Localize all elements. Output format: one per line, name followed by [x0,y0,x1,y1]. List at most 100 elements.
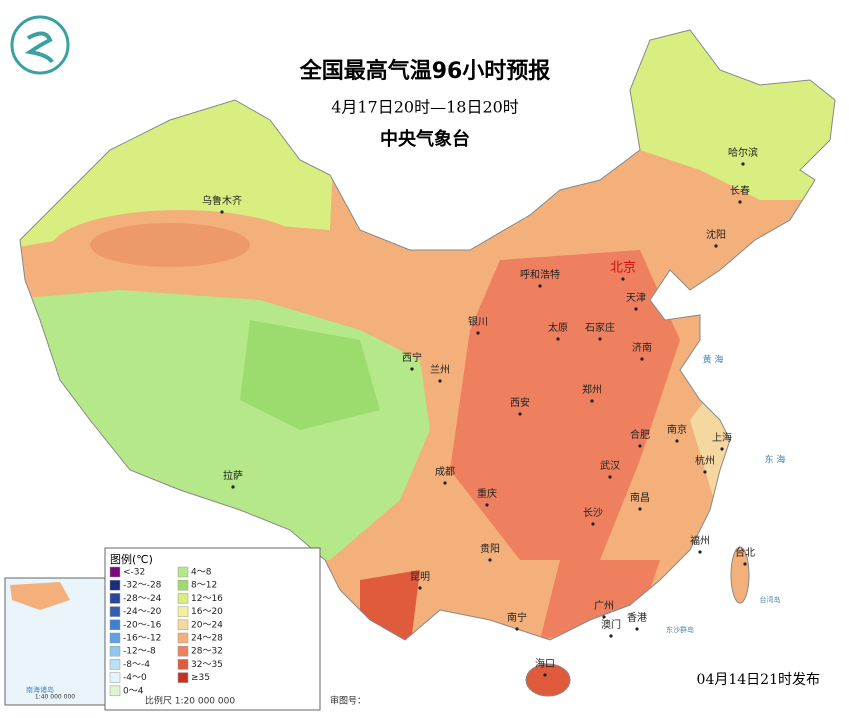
legend-label: 8～12 [191,581,217,591]
city-label: 海口 [535,657,555,670]
city-label: 南宁 [507,611,527,624]
taiwan [730,546,750,604]
city-label: 北京 [610,261,636,276]
sea-label: 台湾岛 [760,595,781,604]
legend-swatch [177,606,189,617]
city-label: 合肥 [630,428,650,441]
legend-label: 16～20 [191,607,223,617]
legend-swatch [109,606,121,617]
city-label: 西宁 [402,351,422,364]
legend-label: 24～28 [191,634,223,644]
legend-swatch [177,645,189,657]
legend-swatch [109,632,121,644]
subtitle: 4月17日20时—18日20时 [331,98,519,117]
city-label: 长沙 [583,507,603,519]
city-dot [518,412,522,416]
city-label: 澳门 [601,618,621,631]
city-label: 乌鲁木齐 [202,194,242,207]
legend-swatch [109,566,121,578]
sea-label: 东 海 [765,454,786,466]
logo [10,15,70,75]
title: 全国最高气温96小时预报 [299,58,551,84]
city-label: 重庆 [477,487,497,500]
city-label: 西安 [510,396,530,409]
legend-box [104,547,321,711]
legend-label: 20～24 [191,620,223,630]
sea-label: 东沙群岛 [666,625,694,634]
city-label: 福州 [690,534,710,547]
footer-scale: 比例尺 1:20 000 000 [145,695,235,707]
city-dot [590,399,594,403]
city-dot [220,210,224,214]
city-dot [640,357,644,361]
city-dot [543,673,547,677]
city-dot [591,522,595,526]
city-label: 天津 [626,292,646,304]
city-label: 香港 [627,612,647,624]
legend-swatch [109,672,121,683]
city-label: 南昌 [630,491,650,504]
legend-swatch [109,593,121,604]
legend-label: -16～-12 [123,634,161,644]
legend-swatch [109,685,121,697]
city-label: 哈尔滨 [728,146,758,159]
city-dot [410,367,414,371]
hainan [525,663,571,697]
legend-label: <-32 [123,568,145,578]
sea-label: 南海诸岛 [26,685,54,694]
city-dot [621,277,625,281]
legend-label: 32～35 [191,660,223,670]
city-dot [538,284,542,288]
city-dot [608,475,612,479]
city-dot [485,503,489,507]
legend-swatch [177,632,189,644]
city-label: 银川 [468,315,488,328]
city-dot [476,331,480,335]
city-label: 沈阳 [706,228,726,241]
legend-label: 12～16 [191,594,223,604]
city-label: 贵阳 [480,542,500,555]
legend-swatch [109,645,121,657]
sea-label: 黄 海 [703,354,724,366]
city-dot [635,627,639,631]
city-label: 石家庄 [585,321,615,334]
legend-label: -4～0 [123,673,147,683]
legend-label: -20～-16 [123,620,162,630]
city-dot [438,379,442,383]
city-label: 成都 [435,466,455,478]
legend-label: -24～-20 [123,607,162,617]
city-dot [714,244,718,248]
city-dot [638,507,642,511]
city-dot [741,162,745,166]
legend-swatch [177,672,189,683]
city-dot [443,481,447,485]
release-time: 04月14日21时发布 [697,672,820,688]
city-label: 济南 [632,341,652,354]
legend-label: 28～32 [191,647,223,657]
city-label: 长春 [730,185,750,197]
legend-label: ≥35 [191,673,210,683]
city-dot [602,615,606,619]
city-label: 杭州 [695,454,715,467]
city-label: 太原 [548,321,568,334]
city-dot [698,550,702,554]
inset [4,577,106,706]
city-label: 台北 [735,546,755,559]
legend-label: -8～-4 [123,660,150,670]
legend-swatch [109,579,121,591]
city-dot [515,627,519,631]
city-label: 武汉 [600,459,620,472]
legend-swatch [109,659,121,670]
legend-title: 图例(℃) [110,552,153,566]
city-label: 呼和浩特 [520,269,560,281]
city-label: 郑州 [582,383,602,396]
city-dot [738,200,742,204]
city-label: 拉萨 [223,469,243,482]
legend-swatch [177,619,189,631]
agency: 中央气象台 [380,128,470,150]
city-dot [598,337,602,341]
legend-label: -28～-24 [123,594,162,604]
city-dot [720,447,724,451]
city-dot [675,439,679,443]
